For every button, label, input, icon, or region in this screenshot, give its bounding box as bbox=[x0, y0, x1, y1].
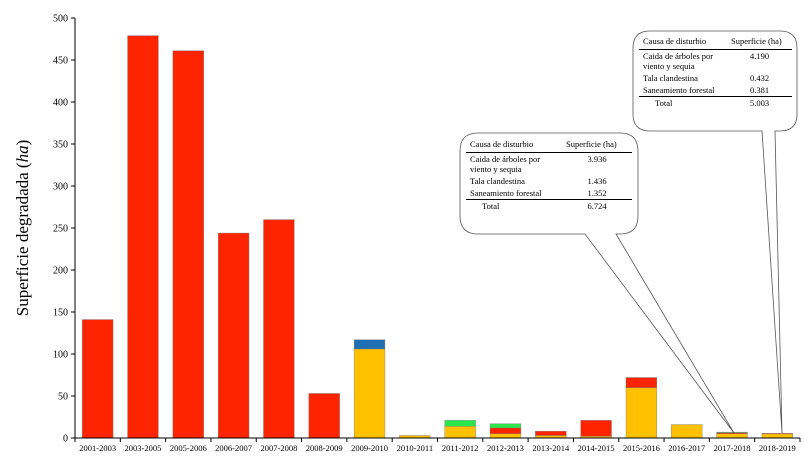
bar-segment bbox=[761, 433, 793, 435]
callout-2-header-area: Superficie (ha) bbox=[727, 35, 792, 50]
y-tick-label: 300 bbox=[53, 182, 68, 193]
callout-2-area: 0.381 bbox=[749, 85, 770, 95]
callout-2-area: 0.432 bbox=[749, 73, 770, 83]
x-tick-label: 2009-2010 bbox=[351, 443, 388, 453]
y-tick-label: 500 bbox=[53, 14, 68, 25]
bars-group bbox=[82, 35, 793, 439]
bar-segment bbox=[761, 433, 793, 439]
bar-segment bbox=[535, 431, 567, 436]
bar-segment bbox=[580, 420, 612, 437]
callout-1-total-value: 6.724 bbox=[562, 199, 632, 212]
callout-1-content: Causa de disturbio Superficie (ha) Caida… bbox=[466, 138, 632, 212]
callout-1-table: Causa de disturbio Superficie (ha) Caida… bbox=[466, 138, 632, 212]
x-tick-label: 2001-2003 bbox=[79, 443, 116, 453]
x-tick-label: 2015-2016 bbox=[623, 443, 660, 453]
callout-1-header-area: Superficie (ha) bbox=[562, 138, 632, 153]
x-tick-label: 2010-2011 bbox=[397, 443, 434, 453]
callout-2-row: Caida de árboles por viento y sequia 4.1… bbox=[639, 50, 792, 73]
bar-segment bbox=[716, 433, 748, 439]
y-axis-label: Superficie degradada (ha) bbox=[13, 140, 32, 317]
bar-segment bbox=[217, 232, 250, 439]
bar-segment bbox=[625, 387, 658, 439]
x-tick-label: 2012-2013 bbox=[487, 443, 524, 453]
callout-2-cause: Saneamiento forestal bbox=[643, 85, 715, 95]
callout-2-table: Causa de disturbio Superficie (ha) Caida… bbox=[639, 35, 792, 109]
callout-2-balloon bbox=[632, 30, 798, 434]
callout-2-row: Saneamiento forestal 0.381 bbox=[639, 84, 792, 97]
callout-2-cause: Tala clandestina bbox=[643, 73, 698, 83]
callout-2-content: Causa de disturbio Superficie (ha) Caida… bbox=[639, 35, 792, 109]
bar-segment bbox=[489, 427, 522, 435]
x-tick-label: 2006-2007 bbox=[215, 443, 252, 453]
callout-1-area: 3.936 bbox=[587, 154, 607, 164]
x-tick-label: 2018-2019 bbox=[759, 443, 796, 453]
callout-2-total-label: Total bbox=[639, 96, 727, 109]
bar-segment bbox=[353, 348, 386, 439]
callout-2-header-cause: Causa de disturbio bbox=[639, 35, 727, 50]
x-tick-label: 2014-2015 bbox=[578, 443, 615, 453]
y-tick-label: 50 bbox=[58, 392, 68, 403]
callout-1-header-cause: Causa de disturbio bbox=[466, 138, 562, 153]
bar-segment bbox=[444, 426, 476, 439]
x-tick-label: 2013-2014 bbox=[532, 443, 570, 453]
x-tick-label: 2007-2008 bbox=[260, 443, 297, 453]
callout-1-area: 1.436 bbox=[587, 176, 607, 186]
callout-1-row: Saneamiento forestal 1.352 bbox=[466, 187, 632, 200]
callout-1-cause: Tala clandestina bbox=[470, 176, 525, 186]
y-tick-label: 0 bbox=[63, 434, 68, 445]
y-tick-label: 450 bbox=[53, 56, 68, 67]
callout-2-row: Tala clandestina 0.432 bbox=[639, 72, 792, 84]
callout-2-total-value: 5.003 bbox=[727, 96, 792, 109]
x-tick-label: 2016-2017 bbox=[668, 443, 705, 453]
callout-2-area: 4.190 bbox=[749, 51, 770, 61]
callout-1-total-row: Total 6.724 bbox=[466, 199, 632, 212]
x-tick-label: 2008-2009 bbox=[306, 443, 343, 453]
bar-segment bbox=[444, 420, 476, 427]
x-axis: 2001-2003 2003-2005 2005-2006 2006-2007 2007… bbox=[74, 437, 801, 453]
callout-1-row: Tala clandestina 1.436 bbox=[466, 175, 632, 187]
y-tick-label: 350 bbox=[53, 140, 68, 151]
bar-segment bbox=[127, 35, 159, 439]
bar-segment bbox=[263, 219, 295, 439]
bar-segment bbox=[625, 377, 658, 388]
y-tick-label: 100 bbox=[53, 350, 68, 361]
callout-2-total-row: Total 5.003 bbox=[639, 96, 792, 109]
callout-1-area: 1.352 bbox=[587, 188, 607, 198]
callout-1-row: Caida de árboles por viento y sequia 3.9… bbox=[466, 153, 632, 176]
bar-segment bbox=[671, 424, 703, 439]
x-tick-label: 2003-2005 bbox=[125, 443, 162, 453]
y-tick-label: 150 bbox=[53, 308, 68, 319]
bar-segment bbox=[353, 339, 386, 350]
callout-2-cause: Caida de árboles por viento y sequia bbox=[643, 51, 714, 71]
bar-segment bbox=[308, 393, 340, 439]
bar-segment bbox=[172, 50, 204, 439]
bar-segment bbox=[82, 319, 114, 439]
callout-1-cause: Caida de árboles por viento y sequia bbox=[470, 154, 541, 174]
x-tick-label: 2017-2018 bbox=[714, 443, 751, 453]
callout-1-cause: Saneamiento forestal bbox=[470, 188, 542, 198]
y-tick-label: 200 bbox=[53, 266, 68, 277]
x-tick-label: 2005-2006 bbox=[170, 443, 207, 453]
y-tick-label: 250 bbox=[53, 224, 68, 235]
bar-segment bbox=[716, 431, 748, 433]
y-axis: 0 50 100 150 200 250 300 350 400 450 500 bbox=[53, 14, 76, 445]
bar-segment bbox=[489, 433, 522, 439]
bar-segment bbox=[489, 423, 522, 429]
callout-1-total-label: Total bbox=[466, 199, 562, 212]
y-tick-label: 400 bbox=[53, 98, 68, 109]
x-tick-label: 2011-2012 bbox=[442, 443, 479, 453]
